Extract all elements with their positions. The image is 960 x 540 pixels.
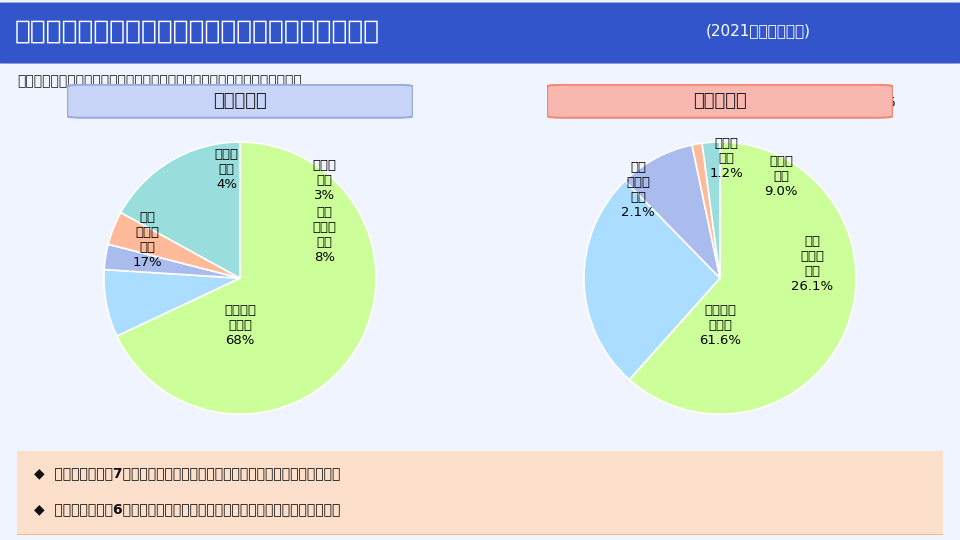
Text: 動物性食品: 動物性食品 (213, 92, 267, 110)
Text: 今現在、動物性食品・植物性食品の購入・利用についてどう思っているか。: 今現在、動物性食品・植物性食品の購入・利用についてどう思っているか。 (17, 75, 302, 88)
Wedge shape (105, 244, 240, 278)
Text: 動物性食品・植物性食品／今後の購入や利用の意向: 動物性食品・植物性食品／今後の購入や利用の意向 (14, 18, 379, 44)
Wedge shape (702, 142, 720, 278)
Wedge shape (584, 181, 720, 380)
Text: ◆  動物性食品は、7割弱が現状維持である一方、減少の意向は明らかに優位。: ◆ 動物性食品は、7割弱が現状維持である一方、減少の意向は明らかに優位。 (34, 467, 340, 481)
Wedge shape (692, 143, 720, 278)
Wedge shape (121, 142, 240, 278)
Text: 増やし
たい
9.0%: 増やし たい 9.0% (764, 154, 798, 198)
FancyBboxPatch shape (0, 3, 960, 63)
Wedge shape (625, 145, 720, 278)
Text: やや
増やし
たい
26.1%: やや 増やし たい 26.1% (791, 235, 833, 294)
Text: やや
増やし
たい
8%: やや 増やし たい 8% (312, 206, 336, 264)
Text: 減らし
たい
1.2%: 減らし たい 1.2% (710, 137, 744, 180)
FancyBboxPatch shape (0, 449, 960, 536)
Text: ◆  植物性食品は、6割強が現状維持である一方、増加の意向は明らかに優位。: ◆ 植物性食品は、6割強が現状維持である一方、増加の意向は明らかに優位。 (34, 503, 340, 516)
Text: やや
減らし
たい
17%: やや 減らし たい 17% (132, 211, 162, 269)
Text: 今のまま
でよい
68%: 今のまま でよい 68% (224, 304, 256, 347)
Text: 植物性食品: 植物性食品 (693, 92, 747, 110)
Wedge shape (104, 269, 240, 336)
Wedge shape (630, 142, 856, 414)
Text: 今のまま
でよい
61.6%: 今のまま でよい 61.6% (699, 304, 741, 347)
Text: N=3375: N=3375 (840, 96, 897, 110)
Text: 増やし
たい
3%: 増やし たい 3% (312, 159, 336, 201)
Text: やや
減らし
たい
2.1%: やや 減らし たい 2.1% (621, 160, 656, 219)
FancyBboxPatch shape (547, 85, 893, 118)
Text: 減らし
たい
4%: 減らし たい 4% (214, 148, 238, 191)
Text: (2021年度二次調査): (2021年度二次調査) (706, 24, 810, 38)
FancyBboxPatch shape (67, 85, 413, 118)
Wedge shape (117, 142, 376, 414)
Wedge shape (108, 213, 240, 278)
